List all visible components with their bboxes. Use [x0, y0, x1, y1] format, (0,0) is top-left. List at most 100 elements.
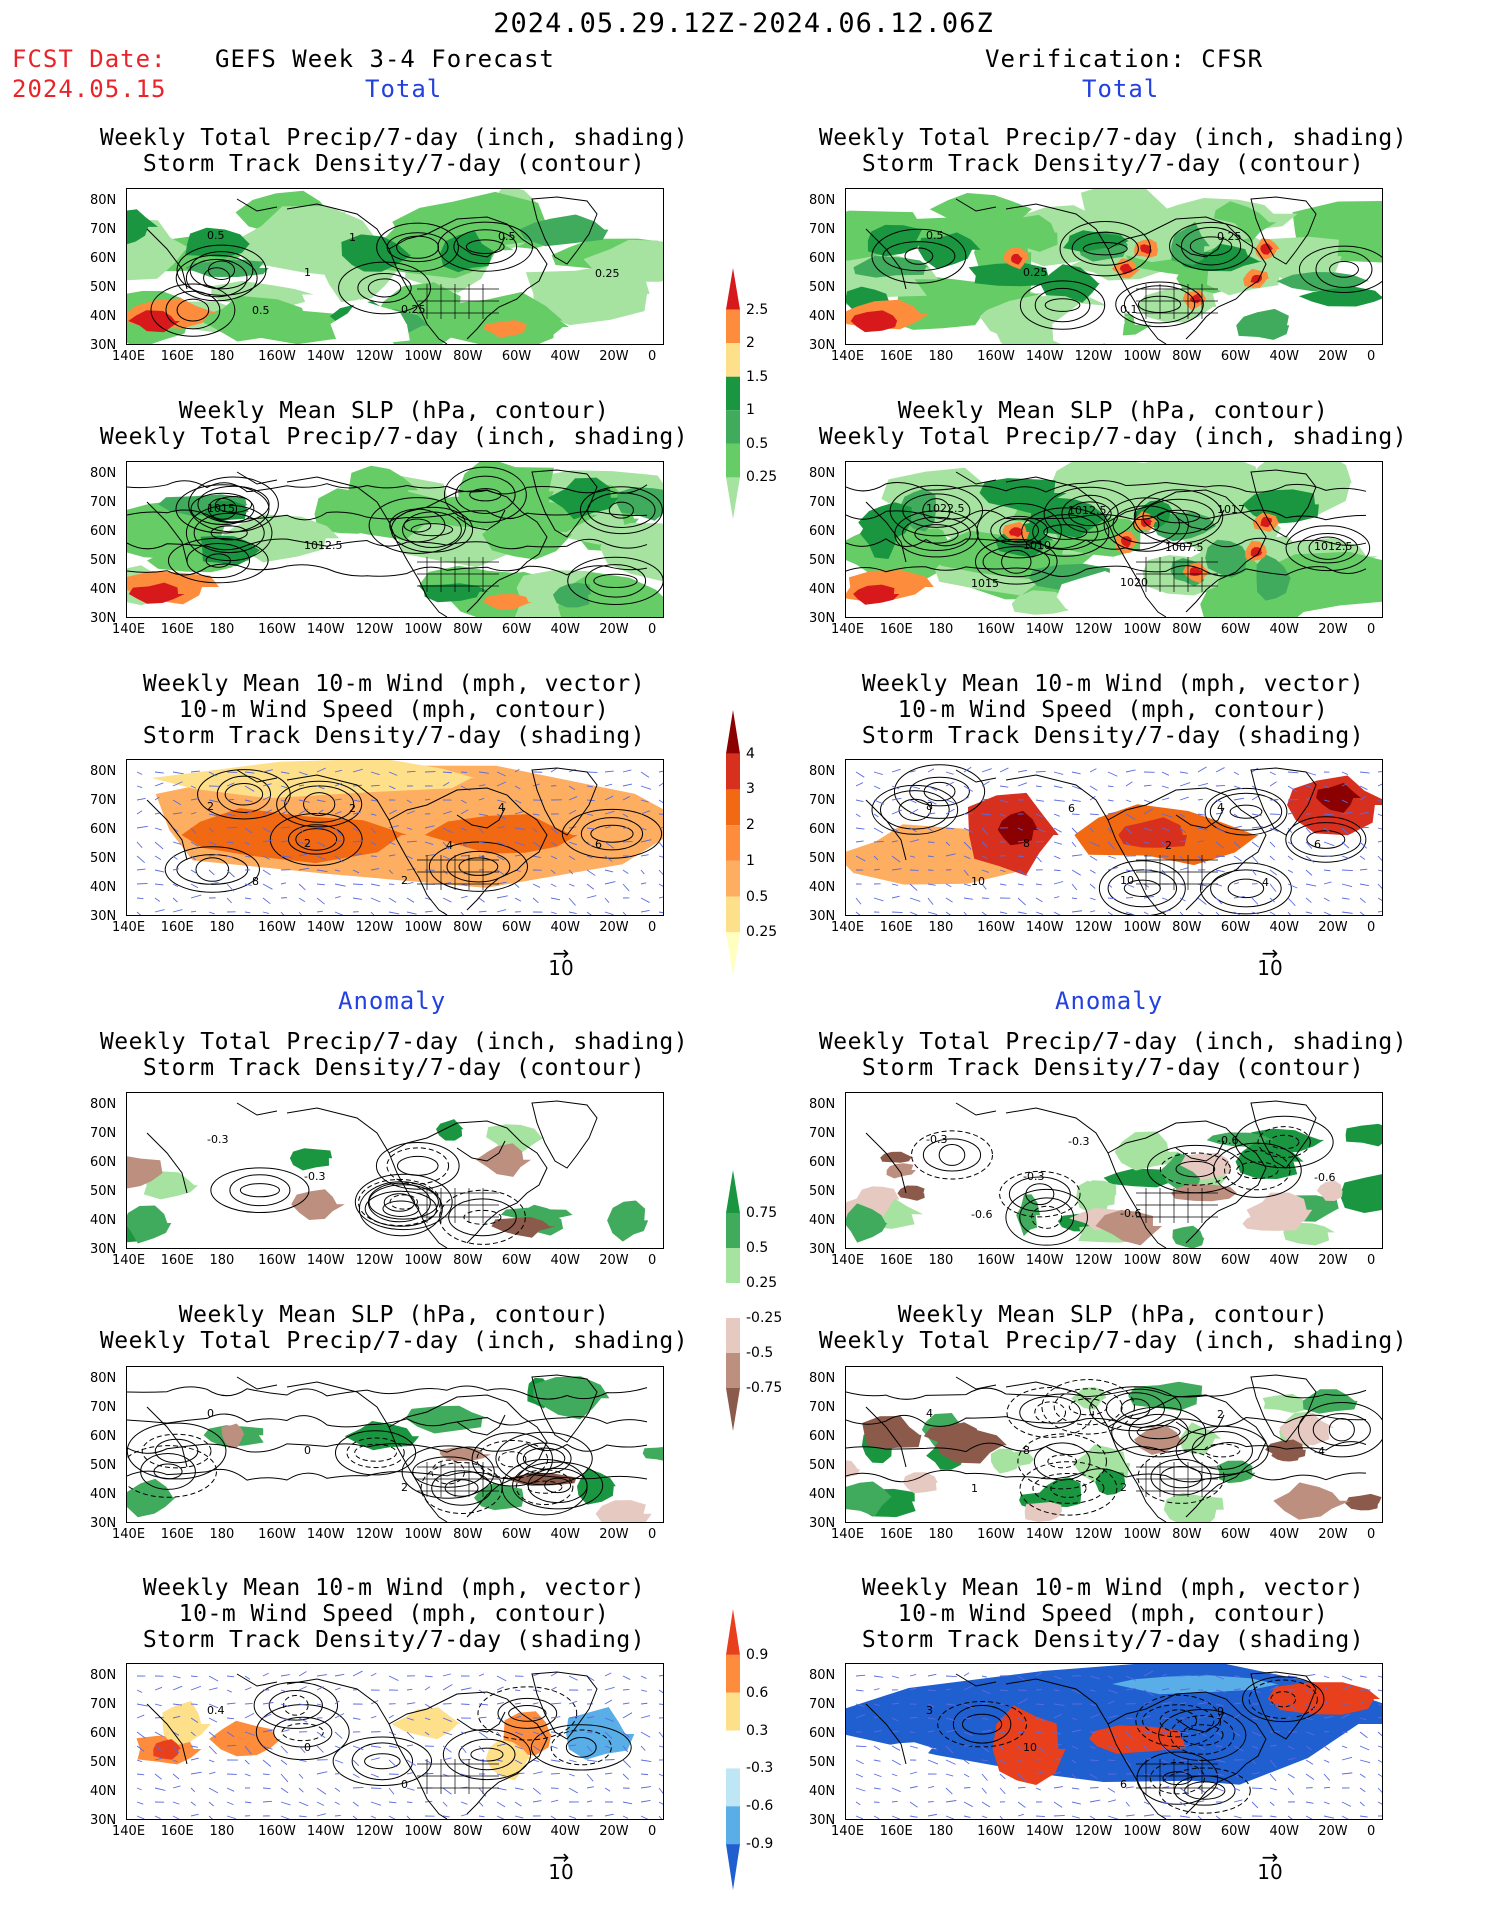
contour-line [367, 278, 402, 298]
contour-label: 0 [304, 1741, 311, 1754]
coastline [1175, 1711, 1225, 1733]
colorbar-tick-label: 2 [746, 817, 755, 834]
contour-line [185, 258, 248, 298]
wind-vector [1089, 1689, 1096, 1692]
wind-vector [604, 881, 616, 885]
wind-vector [1179, 911, 1184, 915]
wind-vector [1107, 867, 1118, 871]
wind-vector [1125, 1675, 1136, 1681]
wind-vector [658, 1703, 663, 1705]
anom-dry [1345, 1493, 1382, 1511]
wind-vector [460, 1687, 472, 1691]
wind-vector [1053, 896, 1060, 899]
wind-vector [927, 1730, 935, 1733]
wind-vector [316, 883, 325, 886]
wind-vector [460, 771, 468, 774]
lon-tick-label: 80W [1172, 1253, 1202, 1268]
wind-vector [945, 1729, 957, 1733]
wind-vector [1053, 1675, 1062, 1680]
wind-vector [532, 883, 541, 888]
wind-vector [514, 1702, 521, 1705]
wind-vector [927, 768, 935, 773]
wind-vector [1305, 1703, 1316, 1710]
precip-heavy [1121, 536, 1132, 548]
wind-vector [1179, 1674, 1191, 1677]
wind-vector [1341, 1772, 1353, 1775]
wind-vector [927, 827, 933, 832]
wind-vector [1323, 785, 1329, 789]
wind-vector [1359, 868, 1368, 871]
wind-vector [1179, 855, 1185, 862]
wind-vector [909, 808, 919, 815]
wind-vector [1359, 1717, 1367, 1721]
wind-vector [640, 1675, 647, 1679]
lon-tick-label: 20W [1318, 920, 1348, 935]
wind-vector [604, 1731, 613, 1739]
colorbar-segment [726, 860, 740, 897]
wind-vector [927, 1717, 936, 1720]
wind-vector [622, 869, 629, 874]
coastline [236, 769, 278, 783]
colorbar-segment [726, 1806, 740, 1845]
wind-vector [496, 813, 506, 820]
contour-line [1212, 1142, 1302, 1198]
coastline [865, 1703, 907, 1765]
wind-vector [136, 785, 143, 788]
wind-vector [1377, 1716, 1382, 1719]
contour-label: 1012.5 [1314, 540, 1353, 553]
wind-vector [622, 1675, 631, 1680]
wind-vector [334, 1801, 340, 1805]
wind-vector [1341, 869, 1353, 872]
wind-vector [550, 827, 559, 835]
wind-vector [1161, 1673, 1167, 1677]
wind-vector [1107, 785, 1114, 788]
wind-vector [568, 1744, 577, 1747]
wind-vector [1107, 1675, 1114, 1680]
contour-line [455, 475, 516, 514]
wind-vector [1125, 1717, 1134, 1719]
wind-vector [604, 1686, 615, 1691]
lon-tick-label: 80W [1172, 1824, 1202, 1839]
lon-tick-label: 180 [209, 349, 235, 364]
wind-vector [927, 911, 938, 915]
wind-vector [460, 785, 471, 792]
contour-line [1136, 1751, 1219, 1805]
lat-tick-label: 70N [809, 222, 836, 237]
wind-vector [1323, 827, 1330, 833]
wind-vector [1107, 883, 1113, 888]
wind-vector [1341, 1675, 1353, 1681]
wind-vector [1269, 1717, 1276, 1721]
contour-line [1034, 1401, 1066, 1424]
wind-vector [1197, 840, 1204, 843]
lon-tick-label: 40W [1269, 1253, 1299, 1268]
wind-vector [873, 840, 884, 843]
wind-vector [334, 895, 341, 899]
wind-vector [496, 909, 507, 913]
wind-vector [298, 808, 309, 815]
wind-vector [172, 799, 182, 806]
wind-vector [945, 1703, 956, 1706]
wind-vector [316, 809, 324, 815]
wind-vector [1071, 1759, 1077, 1764]
coastline [146, 501, 188, 563]
wind-vector [226, 813, 237, 817]
wind-vector [855, 771, 865, 778]
panel-title-line: Weekly Mean SLP (hPa, contour) [178, 398, 610, 424]
wind-vector [1161, 897, 1168, 901]
colorbar-cap [726, 710, 740, 754]
wind-vector [496, 1675, 507, 1682]
wind-vector [1323, 813, 1334, 816]
contour-line [357, 272, 412, 303]
wind-vector [334, 1700, 340, 1705]
lon-tick-label: 80W [453, 1253, 483, 1268]
colorbar-tick-label: 4 [746, 745, 755, 762]
contour-line [431, 1470, 492, 1506]
wind-vector [1035, 897, 1043, 903]
wind-vector [478, 1745, 485, 1753]
lat-tick-label: 50N [90, 1458, 117, 1473]
contour-line [190, 492, 255, 525]
wind-vector [370, 1773, 379, 1778]
wind-vector [1089, 855, 1098, 861]
